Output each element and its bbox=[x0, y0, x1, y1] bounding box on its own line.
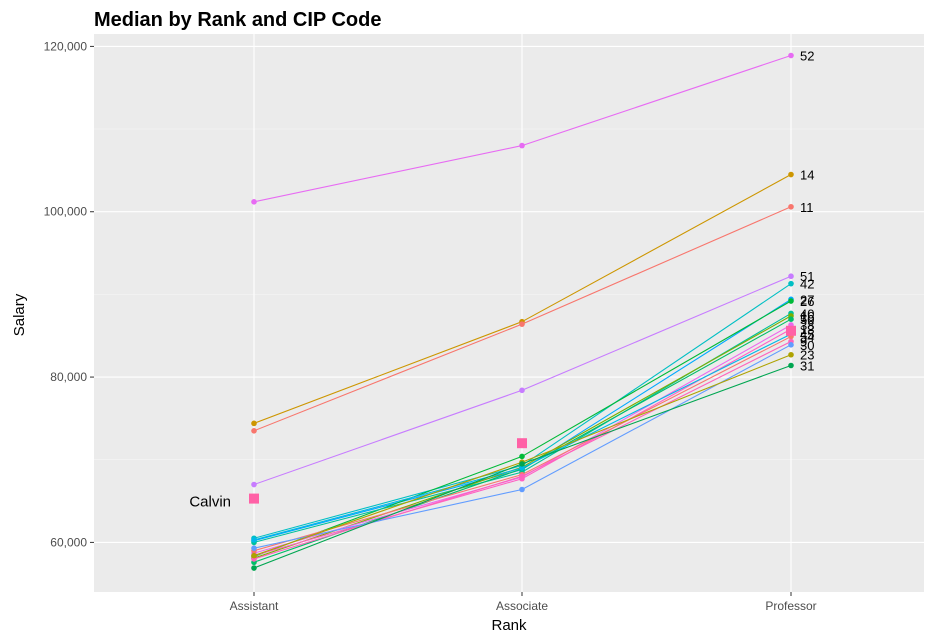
x-tick-label: Associate bbox=[496, 599, 548, 613]
data-point bbox=[519, 473, 525, 480]
data-point bbox=[519, 486, 525, 493]
calvin-marker bbox=[517, 438, 527, 449]
series-end-label: 54 bbox=[800, 330, 814, 345]
data-point bbox=[251, 552, 257, 559]
series-end-label: 16 bbox=[800, 309, 814, 324]
series-end-label: 14 bbox=[800, 168, 814, 183]
data-point bbox=[519, 387, 525, 394]
calvin-label: Calvin bbox=[189, 494, 231, 511]
data-point bbox=[788, 52, 794, 59]
data-point bbox=[251, 481, 257, 488]
data-point bbox=[788, 280, 794, 287]
chart-title: Median by Rank and CIP Code bbox=[94, 9, 381, 31]
data-point bbox=[519, 321, 525, 327]
series-11 bbox=[251, 203, 794, 434]
x-axis-label: Rank bbox=[491, 617, 527, 634]
series-52 bbox=[251, 52, 794, 205]
series-end-label: 50 bbox=[800, 312, 814, 327]
data-point bbox=[519, 461, 525, 467]
series-end-label: 31 bbox=[800, 358, 814, 373]
series-layer bbox=[251, 52, 794, 571]
series-30 bbox=[251, 342, 794, 551]
series-end-label: 9 bbox=[800, 335, 807, 350]
series-end-label: 40 bbox=[800, 306, 814, 321]
data-point bbox=[788, 316, 794, 323]
series-51 bbox=[251, 273, 794, 488]
series-end-label: 42 bbox=[800, 277, 814, 292]
minor-gridlines bbox=[94, 128, 924, 461]
series-end-label: 51 bbox=[800, 269, 814, 284]
data-point bbox=[519, 142, 525, 149]
data-point bbox=[788, 298, 794, 304]
series-end-label: 26 bbox=[800, 294, 814, 309]
y-axis-label: Salary bbox=[11, 293, 28, 336]
data-point bbox=[788, 362, 794, 369]
y-tick-label: 80,000 bbox=[50, 370, 87, 384]
data-point bbox=[251, 428, 257, 434]
data-point bbox=[788, 342, 794, 348]
data-point bbox=[251, 420, 257, 427]
y-tick-label: 120,000 bbox=[44, 39, 88, 53]
x-tick-label: Professor bbox=[765, 599, 816, 613]
series-end-label: 38 bbox=[800, 318, 814, 333]
data-point bbox=[251, 565, 257, 571]
data-point bbox=[788, 273, 794, 280]
calvin-marker bbox=[786, 325, 796, 336]
calvin-marker bbox=[249, 493, 259, 504]
series-end-label: 11 bbox=[800, 200, 814, 215]
data-point bbox=[251, 545, 257, 551]
data-point bbox=[251, 537, 257, 543]
x-axis: Assistant Associate Professor bbox=[230, 592, 817, 613]
series-end-label: 23 bbox=[800, 348, 814, 363]
data-point bbox=[788, 203, 794, 210]
series-end-label: 13 bbox=[800, 322, 814, 337]
data-point bbox=[519, 453, 525, 460]
plot-panel bbox=[94, 34, 924, 592]
series-end-label: 27 bbox=[800, 292, 814, 307]
data-point bbox=[788, 351, 794, 358]
series-end-label: 30 bbox=[800, 338, 814, 353]
series-end-label: 52 bbox=[800, 48, 814, 63]
y-tick-label: 60,000 bbox=[50, 535, 87, 549]
y-axis: 60,000 80,000 100,000 120,000 bbox=[44, 39, 94, 549]
data-point bbox=[519, 465, 525, 471]
y-tick-label: 100,000 bbox=[44, 205, 88, 219]
data-point bbox=[788, 171, 794, 178]
x-tick-label: Assistant bbox=[230, 599, 279, 613]
series-31 bbox=[251, 362, 794, 571]
annotation-layer: Calvin bbox=[189, 325, 796, 511]
data-point bbox=[251, 199, 257, 205]
series-end-label: 45 bbox=[800, 327, 814, 342]
